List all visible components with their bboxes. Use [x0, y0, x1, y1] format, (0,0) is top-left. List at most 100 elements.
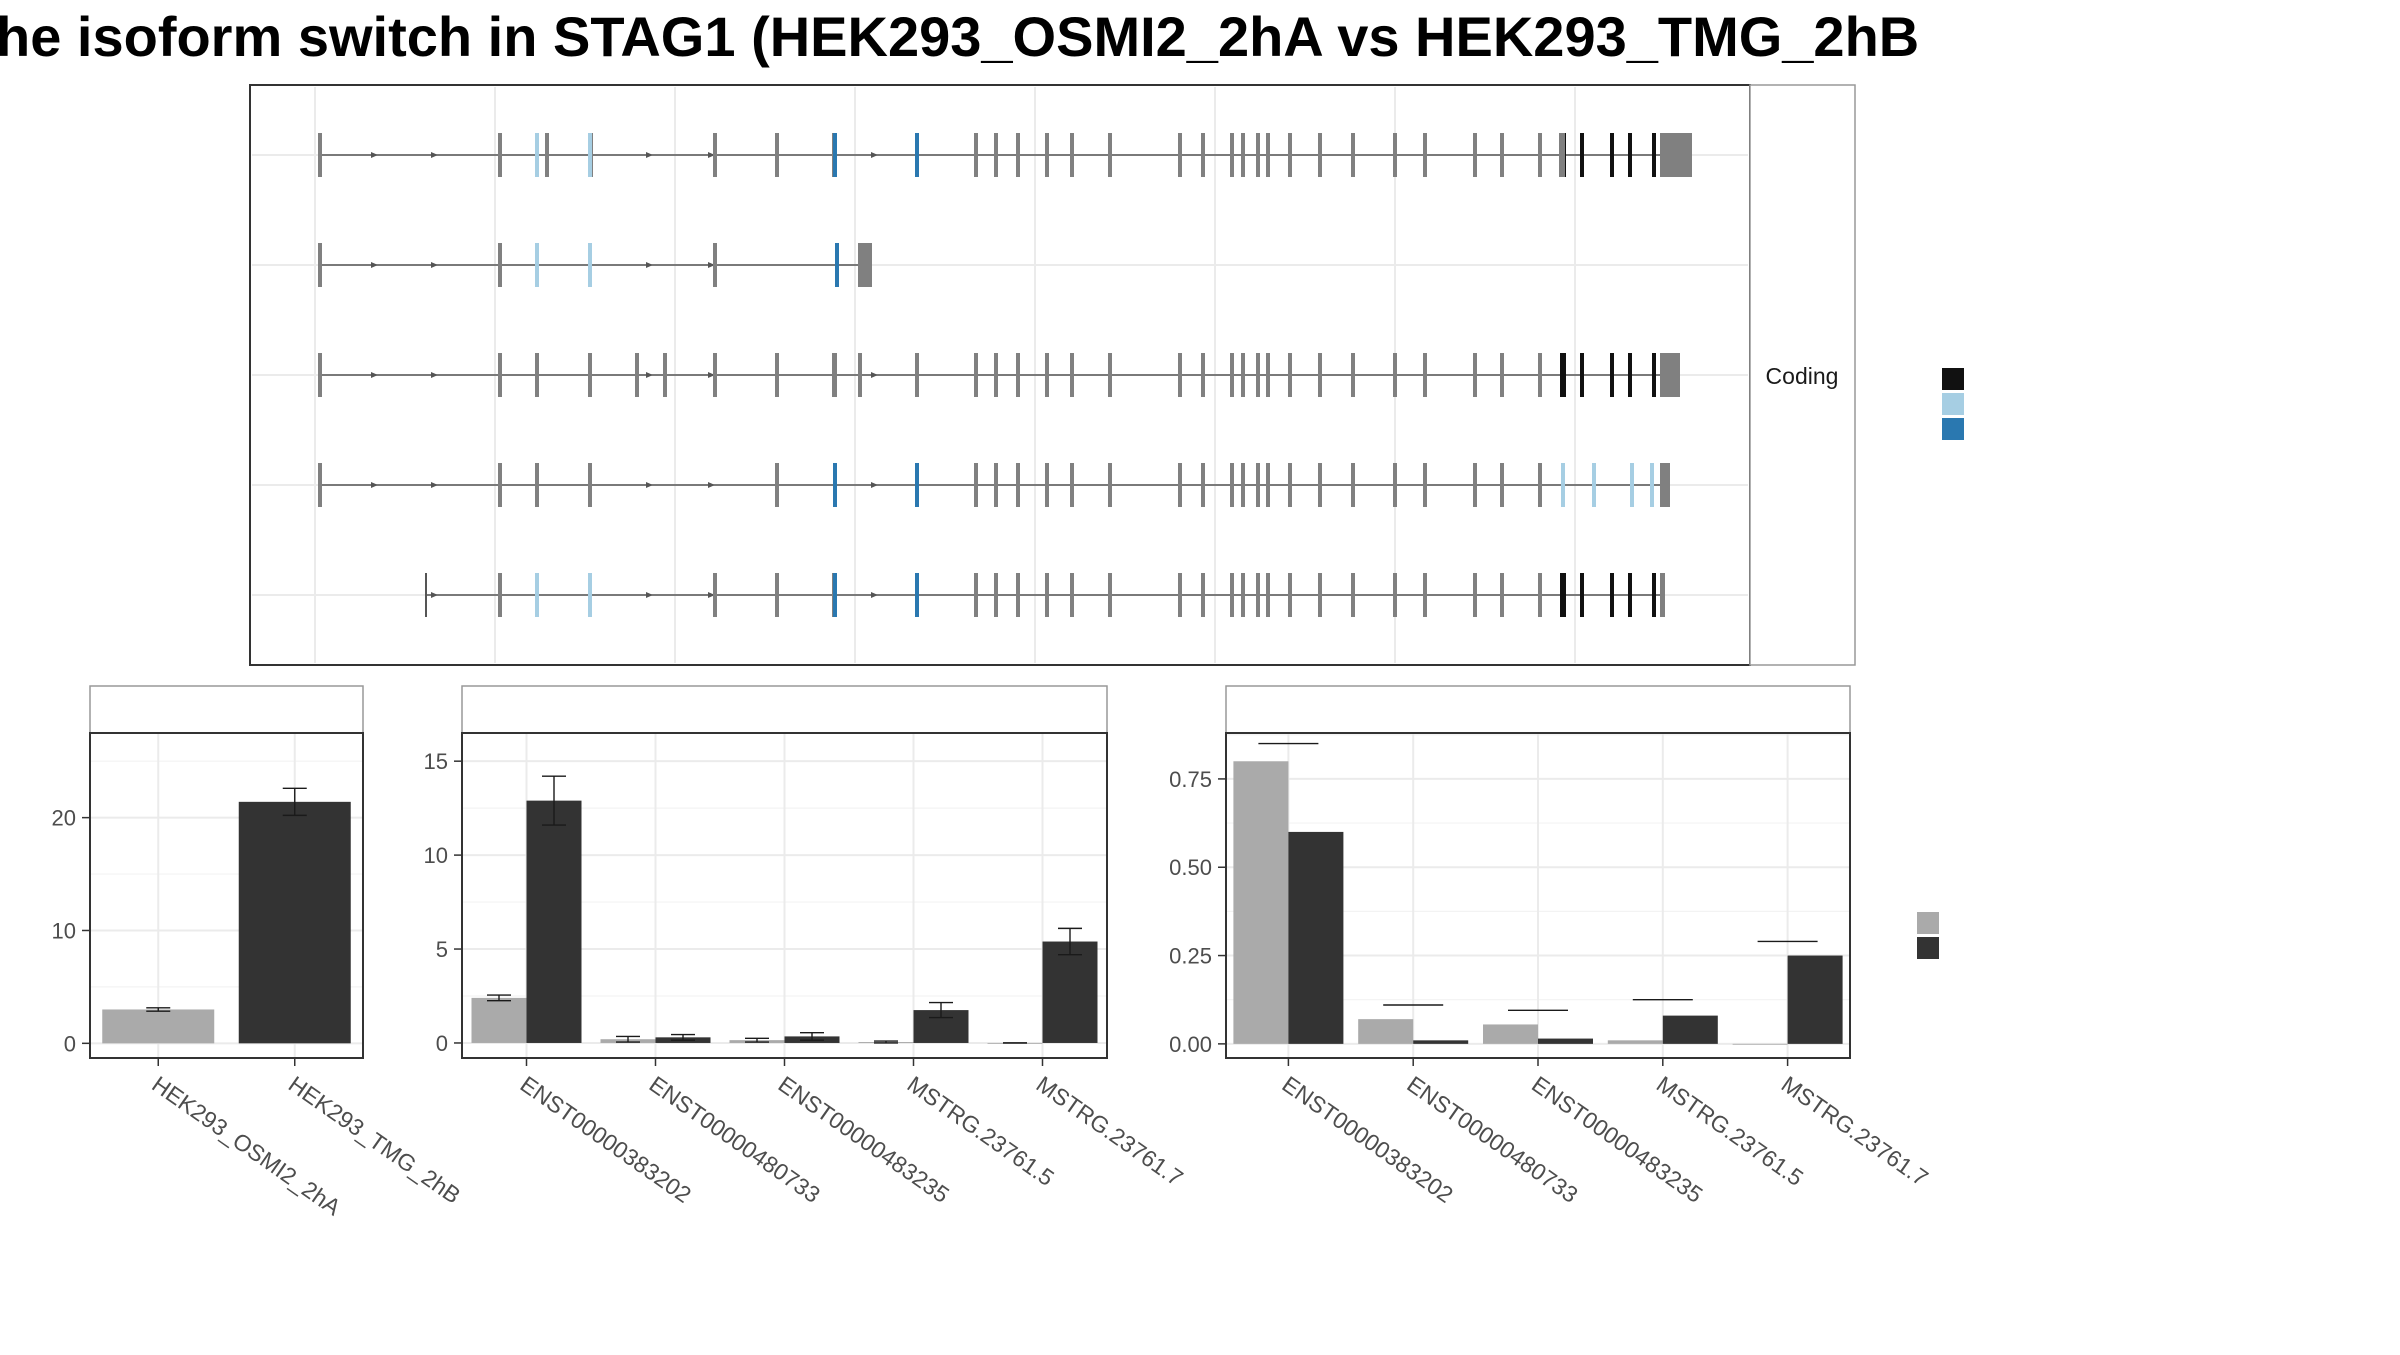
exon-block [1538, 573, 1542, 617]
exon-block [1423, 463, 1427, 507]
bar [1732, 1043, 1788, 1045]
exon-block [1178, 133, 1182, 177]
exon-block [1070, 573, 1074, 617]
exon-block [1473, 133, 1477, 177]
exon-block [588, 463, 592, 507]
exon-block [1538, 463, 1542, 507]
intron-arrow [871, 152, 878, 158]
isoform-expression-chart: 051015ENST00000383202ENST00000480733ENST… [424, 685, 1188, 1208]
coding-strip-label: Coding [1766, 363, 1839, 389]
exon-block [1108, 573, 1112, 617]
intron-arrow [431, 152, 438, 158]
intron-arrow [431, 262, 438, 268]
intron-arrow [371, 372, 378, 378]
exon-block [1288, 133, 1292, 177]
isoform-usage-chart: 0.000.250.500.75ENST00000383202ENST00000… [1169, 685, 1933, 1208]
bar [1787, 955, 1843, 1044]
exon-block [1393, 463, 1397, 507]
bar [1042, 941, 1098, 1043]
bar [1607, 1040, 1663, 1044]
y-tick-label: 0 [64, 1031, 76, 1056]
exon-block [1628, 353, 1632, 397]
exon-block [1660, 133, 1692, 177]
chart-strip [1225, 685, 1851, 734]
exon-block [1630, 463, 1634, 507]
intron-arrow [871, 592, 878, 598]
exon-block [588, 573, 592, 617]
exon-block [775, 573, 779, 617]
exon-block [994, 133, 998, 177]
exon-block [835, 243, 839, 287]
exon-block [1178, 463, 1182, 507]
exon-block [1108, 353, 1112, 397]
exon-block [1538, 353, 1542, 397]
exon-block [1266, 133, 1270, 177]
exon-block [1045, 573, 1049, 617]
y-tick-label: 10 [52, 918, 76, 943]
exon-block [1592, 463, 1596, 507]
exon-block [1580, 573, 1584, 617]
exon-block [1256, 353, 1260, 397]
exon-block [713, 243, 717, 287]
chart-strip [89, 685, 364, 734]
exon-block [994, 353, 998, 397]
exon-block [775, 353, 779, 397]
exon-block [1500, 353, 1504, 397]
bar [1483, 1024, 1538, 1044]
exon-block [833, 573, 837, 617]
domain-legend-swatch [1942, 393, 1964, 415]
exon-block [1610, 573, 1614, 617]
exon-block [1393, 133, 1397, 177]
exon-block [1288, 353, 1292, 397]
exon-block [915, 353, 919, 397]
intron-arrow [371, 482, 378, 488]
exon-block [832, 353, 836, 397]
bar [1662, 1015, 1718, 1044]
y-tick-label: 0.75 [1169, 767, 1212, 792]
exon-block [1318, 463, 1322, 507]
exon-block [974, 133, 978, 177]
exon-block [1266, 463, 1270, 507]
intron-arrow [431, 592, 438, 598]
exon-block [713, 133, 717, 177]
chart-panel-border [89, 732, 364, 1059]
intron-arrow [646, 482, 653, 488]
exon-block [1230, 133, 1234, 177]
condition-legend-swatch [1917, 912, 1939, 934]
bar [238, 801, 351, 1044]
y-tick-label: 0.25 [1169, 944, 1212, 969]
exon-block [1241, 353, 1245, 397]
exon-block [1070, 133, 1074, 177]
exon-block [318, 243, 322, 287]
intron-arrow [708, 482, 715, 488]
bar [1288, 831, 1344, 1044]
exon-block [588, 243, 592, 287]
condition-legend-swatch [1917, 937, 1939, 959]
exon-block [1500, 573, 1504, 617]
exon-block [1559, 133, 1565, 177]
exon-block [1423, 353, 1427, 397]
exon-block [915, 463, 919, 507]
intron-arrow [708, 262, 715, 268]
exon-block [545, 133, 549, 177]
y-tick-label: 15 [424, 749, 448, 774]
exon-block [915, 573, 919, 617]
exon-block [915, 133, 919, 177]
chart-strip [461, 685, 1108, 734]
exon-block [425, 573, 427, 617]
exon-block [1473, 353, 1477, 397]
exon-block [1016, 573, 1020, 617]
exon-block [635, 353, 639, 397]
exon-block [974, 463, 978, 507]
exon-block [775, 133, 779, 177]
intron-arrow [708, 372, 715, 378]
exon-block [1652, 353, 1656, 397]
exon-block [1266, 573, 1270, 617]
coding-strip [1749, 84, 1856, 666]
intron-arrow [708, 152, 715, 158]
bar [1538, 1038, 1593, 1044]
exon-block [1561, 463, 1565, 507]
exon-block [1230, 463, 1234, 507]
